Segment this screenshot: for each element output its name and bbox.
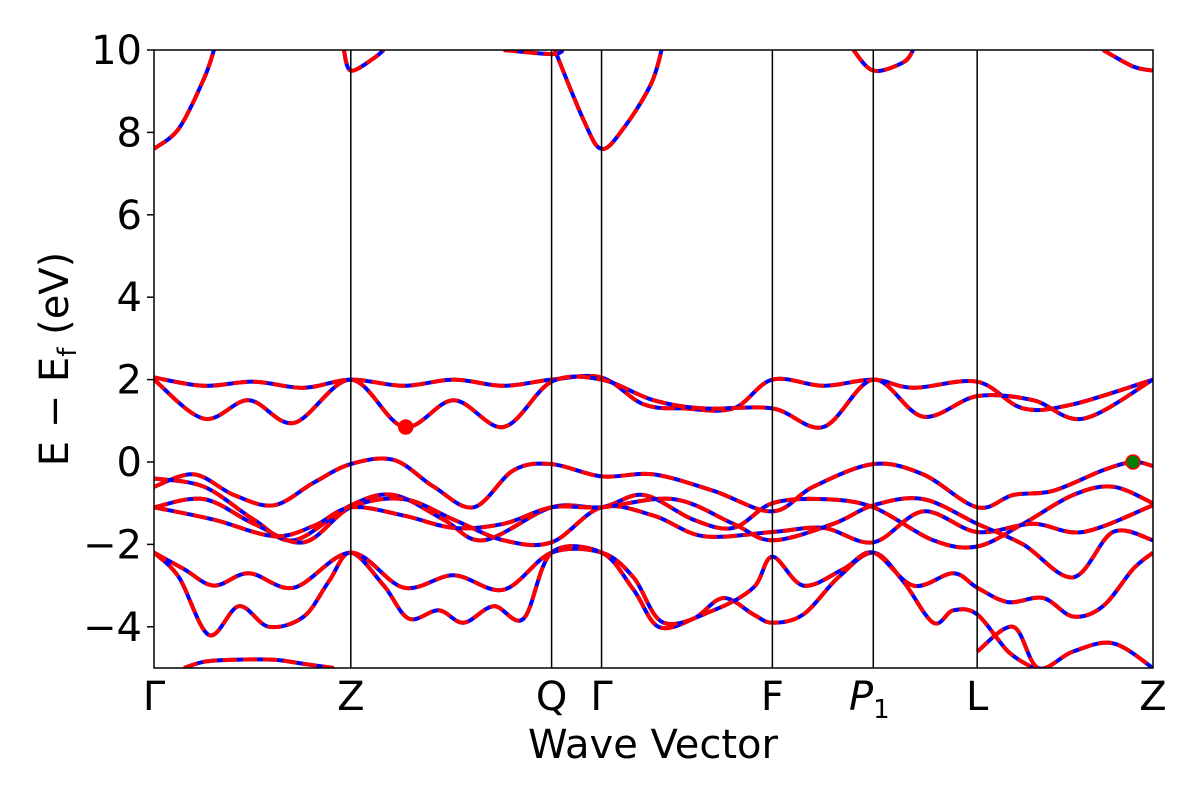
band-line-0-solid (154, 50, 216, 151)
band-line-15-dashed (1102, 50, 1153, 73)
x-tick-label-5: P1 (849, 674, 890, 725)
y-axis-ticks: 10 8 6 4 2 0 −2 −4 (83, 28, 154, 651)
band-line-3-dashed (154, 546, 1153, 626)
x-axis-title: Wave Vector (528, 722, 779, 768)
y-tick-label-4: 2 (117, 358, 142, 404)
band-line-12-dashed (341, 50, 386, 73)
x-tick-label-4: F (761, 674, 784, 720)
band-line-6-dashed (154, 476, 1153, 550)
y-tick-label-2: 6 (117, 193, 142, 239)
band-line-9-dashed (154, 373, 1153, 413)
plot-frame (153, 49, 1154, 669)
band-line-10-dashed (154, 374, 1153, 430)
band-line-7-dashed (154, 496, 1153, 548)
y-tick-label-6: −2 (83, 522, 142, 568)
y-tick-label-0: 10 (91, 28, 142, 74)
band-line-8-dashed (154, 496, 1153, 580)
y-axis-title: E − Ef (eV) (32, 252, 83, 467)
x-tick-label-2: Q (536, 674, 567, 720)
x-tick-label-0: Γ (143, 674, 166, 720)
markers (397, 419, 1141, 470)
band-line-2-solid (154, 544, 1035, 668)
y-tick-label-1: 8 (117, 110, 142, 156)
x-tick-label-1: Z (337, 674, 364, 720)
marker-0 (397, 419, 414, 435)
band-line-4-dashed (975, 624, 1153, 668)
band-line-12-solid (341, 50, 386, 73)
y-tick-label-3: 4 (117, 275, 142, 321)
band-line-11-dashed (552, 50, 664, 151)
x-axis-ticks: Γ Z Q Γ F P1 L Z (143, 674, 1167, 725)
marker-1 (1125, 454, 1141, 470)
y-tick-label-5: 0 (117, 440, 142, 486)
band-lines (154, 50, 1153, 668)
y-tick-label-7: −4 (83, 605, 142, 651)
band-line-5-dashed (154, 456, 1153, 514)
high-symmetry-lines (350, 50, 978, 668)
band-line-1-dashed (183, 657, 335, 668)
x-tick-label-3: Γ (590, 674, 613, 720)
band-line-2-dashed (154, 544, 1035, 668)
band-line-14-dashed (851, 50, 915, 73)
band-line-5-solid (154, 456, 1153, 514)
band-line-0-dashed (154, 50, 216, 151)
x-tick-label-7: Z (1139, 674, 1166, 720)
x-tick-label-6: L (966, 674, 989, 720)
